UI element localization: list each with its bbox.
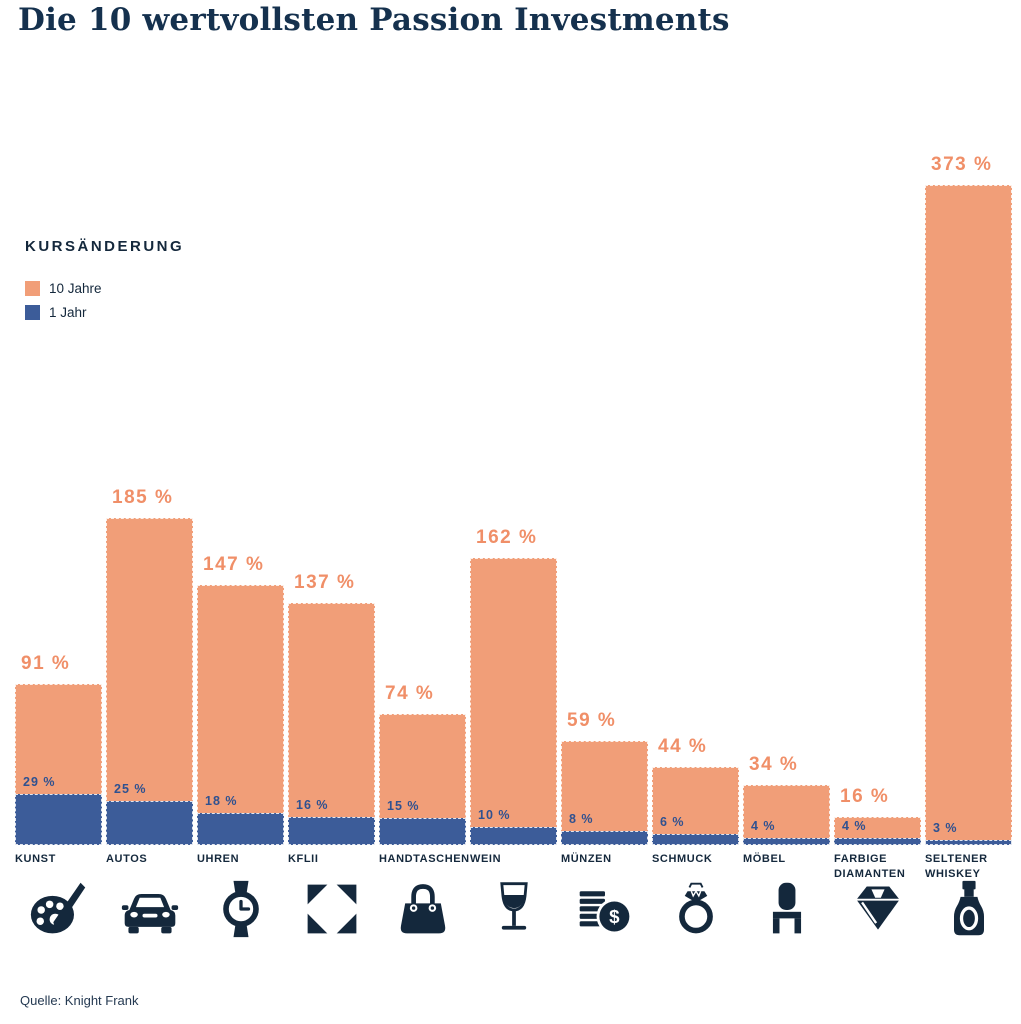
palette-icon (15, 876, 102, 942)
category-label-handtaschen: HANDTASCHEN (379, 853, 470, 865)
ring-icon (652, 876, 739, 942)
value-label-1-jahr-farbige-diamanten: 4 % (842, 819, 867, 833)
value-label-1-jahr-kunst: 29 % (23, 775, 56, 789)
bar-10-jahre-schmuck (652, 767, 739, 845)
bar-1-jahr-kunst (15, 794, 102, 845)
category-label-kflii: KFLII (288, 853, 319, 865)
value-label-10-jahre-m-nzen: 59 % (567, 710, 617, 731)
source-note: Quelle: Knight Frank (20, 993, 139, 1008)
bar-chart-plot-area: 91 % 29 % 185 % 25 % 147 % 18 % 137 % 16 % 74 % 1… (15, 154, 1016, 845)
legend-label-1-jahr: 1 Jahr (49, 305, 87, 320)
category-label-farbige-diamanten: FARBIGE DIAMANTEN (834, 853, 906, 880)
bar-1-jahr-schmuck (652, 834, 739, 845)
bar-10-jahre-autos (106, 518, 193, 845)
category-label-m-bel: MÖBEL (743, 853, 786, 865)
bar-1-jahr-m-bel (743, 838, 830, 845)
bar-group-m-nzen: 59 % 8 % (561, 185, 648, 845)
value-label-1-jahr-schmuck: 6 % (660, 815, 685, 829)
bar-1-jahr-autos (106, 801, 193, 845)
wine-glass-icon (470, 876, 557, 942)
value-label-1-jahr-seltener-whiskey: 3 % (933, 821, 958, 835)
category-label-schmuck: SCHMUCK (652, 853, 713, 865)
whiskey-bottle-icon (925, 876, 1012, 942)
bar-1-jahr-kflii (288, 817, 375, 845)
bar-1-jahr-wein (470, 827, 557, 845)
bar-10-jahre-m-nzen (561, 741, 648, 845)
bar-group-kunst: 91 % 29 % (15, 185, 102, 845)
bar-group-wein: 162 % 10 % (470, 185, 557, 845)
category-label-m-nzen: MÜNZEN (561, 853, 612, 865)
category-label-wein: WEIN (470, 853, 502, 865)
value-label-10-jahre-seltener-whiskey: 373 % (931, 154, 993, 175)
handbag-icon (379, 876, 466, 942)
value-label-10-jahre-wein: 162 % (476, 527, 538, 548)
watch-icon (197, 876, 284, 942)
chart-legend: KURSÄNDERUNG 10 Jahre 1 Jahr (25, 238, 184, 329)
value-label-10-jahre-kflii: 137 % (294, 572, 356, 593)
value-label-10-jahre-handtaschen: 74 % (385, 683, 435, 704)
value-label-10-jahre-schmuck: 44 % (658, 736, 708, 757)
value-label-1-jahr-autos: 25 % (114, 782, 147, 796)
svg-text:$: $ (609, 906, 620, 927)
value-label-10-jahre-kunst: 91 % (21, 653, 71, 674)
bar-group-m-bel: 34 % 4 % (743, 185, 830, 845)
diamond-icon (834, 876, 921, 942)
legend-swatch-1-jahr-icon (25, 305, 40, 320)
value-label-1-jahr-m-nzen: 8 % (569, 812, 594, 826)
category-label-autos: AUTOS (106, 853, 148, 865)
coins-icon: $ (561, 876, 648, 942)
car-icon (106, 876, 193, 942)
value-label-1-jahr-uhren: 18 % (205, 794, 238, 808)
legend-item-1-jahr: 1 Jahr (25, 305, 184, 320)
value-label-1-jahr-kflii: 16 % (296, 798, 329, 812)
bar-10-jahre-m-bel (743, 785, 830, 845)
category-label-seltener-whiskey: SELTENER WHISKEY (925, 853, 988, 880)
category-label-kunst: KUNST (15, 853, 56, 865)
chair-icon (743, 876, 830, 942)
bar-group-farbige-diamanten: 16 % 4 % (834, 185, 921, 845)
bar-group-kflii: 137 % 16 % (288, 185, 375, 845)
bar-1-jahr-m-nzen (561, 831, 648, 845)
value-label-10-jahre-uhren: 147 % (203, 554, 265, 575)
category-icons-row: $ (15, 876, 1016, 944)
category-labels-row: KUNST AUTOS UHREN KFLII HANDTASCHEN WEIN MÜNZE… (15, 852, 1016, 896)
value-label-1-jahr-handtaschen: 15 % (387, 799, 420, 813)
bar-10-jahre-wein (470, 558, 557, 845)
legend-label-10-jahre: 10 Jahre (49, 281, 102, 296)
legend-swatch-10-jahre-icon (25, 281, 40, 296)
bar-10-jahre-uhren (197, 585, 284, 845)
bar-10-jahre-kflii (288, 603, 375, 845)
bar-1-jahr-handtaschen (379, 818, 466, 845)
bar-group-autos: 185 % 25 % (106, 185, 193, 845)
bar-1-jahr-farbige-diamanten (834, 838, 921, 845)
bar-10-jahre-seltener-whiskey (925, 185, 1012, 845)
bar-group-seltener-whiskey: 373 % 3 % (925, 154, 1012, 845)
value-label-1-jahr-wein: 10 % (478, 808, 511, 822)
bar-1-jahr-seltener-whiskey (925, 840, 1012, 845)
value-label-10-jahre-farbige-diamanten: 16 % (840, 786, 890, 807)
kflii-pattern-icon (288, 876, 375, 942)
bar-group-uhren: 147 % 18 % (197, 185, 284, 845)
value-label-10-jahre-m-bel: 34 % (749, 754, 799, 775)
category-label-uhren: UHREN (197, 853, 240, 865)
value-label-1-jahr-m-bel: 4 % (751, 819, 776, 833)
legend-heading: KURSÄNDERUNG (25, 238, 185, 255)
value-label-10-jahre-autos: 185 % (112, 487, 174, 508)
bar-1-jahr-uhren (197, 813, 284, 845)
bar-group-handtaschen: 74 % 15 % (379, 185, 466, 845)
bar-group-schmuck: 44 % 6 % (652, 185, 739, 845)
page-title: Die 10 wertvollsten Passion Investments (18, 2, 730, 38)
legend-item-10-jahre: 10 Jahre (25, 281, 184, 296)
